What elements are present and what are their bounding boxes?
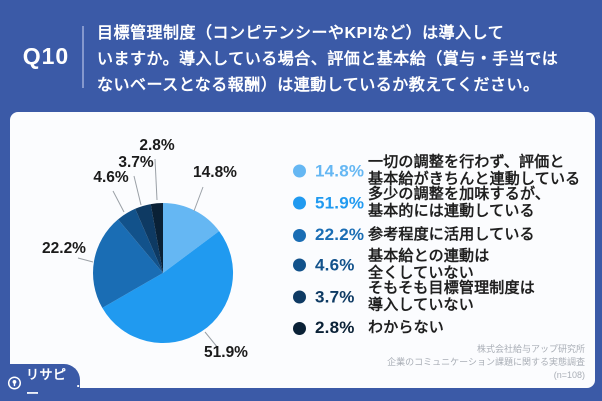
legend-item: 4.6% 基本給との連動は 全くしていない [293,247,490,282]
legend-item: 2.8% わからない [293,318,444,338]
question-line-1: 目標管理制度（コンピテンシーやKPIなど）は導入して [97,25,505,42]
source-note: 株式会社給与アップ研究所 企業のコミュニケーション課題に関する実態調査 (n=1… [387,343,585,382]
pie-slice [93,219,163,308]
pie-value-label: 3.7% [118,154,154,171]
label-leader-line [112,190,125,213]
pie-value-label: 22.2% [42,240,86,257]
pie-slice [163,203,220,273]
header-divider [82,26,84,88]
source-company: 株式会社給与アップ研究所 [476,344,585,354]
source-survey-title: 企業のコミュニケーション課題に関する実態調査 [387,357,585,367]
resapee-logo-icon [7,375,22,390]
pie-chart: 14.8% 51.9% 22.2% 4.6%3.7%2.8% [42,137,248,361]
legend-percent: 14.8% [315,161,365,180]
legend-item: 14.8% 一切の調整を行わず、評価と 基本給がきちんと連動している [293,153,581,188]
pie-value-label: 51.9% [204,344,248,361]
label-leader-line [204,331,219,349]
label-leader-line [193,186,204,212]
legend-item: 22.2% 参考程度に活用している [293,225,535,245]
legend-item: 51.9% 多少の調整を加味するが、 基本的には連動している [293,185,551,220]
legend-label: そもそも目標管理制度は 導入していない [368,279,535,313]
legend-dot-icon [293,228,306,242]
pie-slice [102,231,234,344]
question-number: Q10 [22,43,70,69]
legend-label: 参考程度に活用している [368,225,535,243]
pie-value-label: 4.6% [93,169,129,186]
legend-dot-icon [293,321,306,335]
label-leader-line [133,175,142,206]
label-leader-line [154,158,158,201]
question-text: 目標管理制度（コンピテンシーやKPIなど）は導入して いますか。導入している場合… [97,21,558,99]
legend-percent: 2.8% [315,318,355,337]
label-leader-line [77,257,94,263]
pie-slice [150,203,163,273]
resapee-logo-text: リサピー [25,366,67,401]
legend-label: 多少の調整を加味するが、 基本的には連動している [368,185,551,219]
legend: 14.8% 一切の調整を行わず、評価と 基本給がきちんと連動している 51.9% 多少の… [10,112,595,388]
legend-label: わからない [368,318,445,336]
question-line-3: ないベースとなる報酬）は連動しているか教えてください。 [97,77,540,94]
pie-value-label: 2.8% [139,137,175,154]
resapee-logo-badge: リサピー . [0,364,80,401]
legend-label: 基本給との連動は 全くしていない [368,247,490,281]
legend-dot-icon [293,258,306,272]
legend-dot-icon [293,290,306,304]
legend-percent: 4.6% [315,255,355,274]
chart-card: 14.8% 51.9% 22.2% 4.6% 3.7% 2.8% 14.8% 一切の調整を行… [10,112,595,388]
pie-slice [118,208,163,273]
legend-item: 3.7% そもそも目標管理制度は 導入していない [293,279,535,314]
legend-percent: 22.2% [315,225,365,244]
resapee-logo-period: . [76,375,80,390]
legend-percent: 51.9% [315,193,365,212]
legend-dot-icon [293,164,306,178]
legend-percent: 3.7% [315,287,355,306]
pie-value-label: 14.8% [193,164,237,181]
legend-label: 一切の調整を行わず、評価と 基本給がきちんと連動している [368,153,581,187]
source-sample-size: (n=108) [553,370,585,380]
pie-slice [135,204,163,273]
question-line-2: いますか。導入している場合、評価と基本給（賞与・手当では [97,51,559,68]
legend-dot-icon [293,196,306,210]
